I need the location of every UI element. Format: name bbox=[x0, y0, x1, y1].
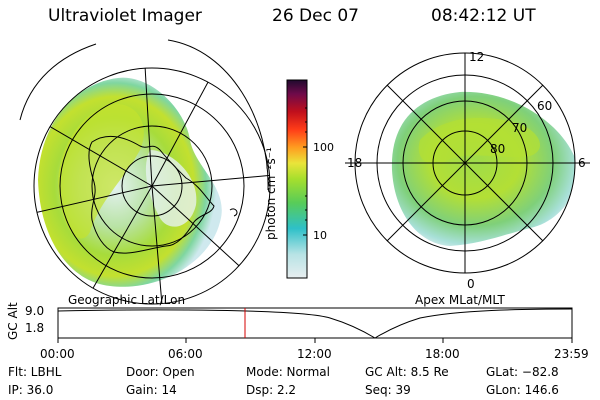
mode-status: Mode: Normal bbox=[246, 365, 330, 379]
mlt-label-0: 0 bbox=[467, 277, 475, 291]
date-label: 26 Dec 07 bbox=[272, 6, 359, 26]
instrument-title: Ultraviolet Imager bbox=[48, 6, 202, 26]
ytick-9: 9.0 bbox=[25, 304, 45, 318]
colorbar-scale bbox=[286, 79, 308, 279]
colorbar-tick-10: 10 bbox=[313, 229, 327, 242]
xtick-2359: 23:59 bbox=[554, 347, 589, 361]
magnetic-label: Apex MLat/MLT bbox=[415, 293, 505, 307]
door-status: Door: Open bbox=[126, 365, 195, 379]
colorbar-unit-label: photon cm⁻²s⁻¹ bbox=[264, 147, 278, 240]
xtick-0000: 00:00 bbox=[40, 347, 75, 361]
lat-label-60: 60 bbox=[537, 99, 552, 113]
time-label: 08:42:12 UT bbox=[431, 6, 536, 26]
lat-label-80: 80 bbox=[490, 142, 505, 156]
plot-ylabel: GC Alt bbox=[6, 302, 20, 340]
ytick-1-8: 1.8 bbox=[25, 321, 45, 335]
lat-label-70: 70 bbox=[512, 121, 527, 135]
coastline bbox=[88, 136, 215, 254]
xtick-1200: 12:00 bbox=[297, 347, 332, 361]
magnetic-panel: 12 6 0 18 60 70 80 bbox=[345, 50, 590, 291]
glon-status: GLon: 146.6 bbox=[486, 383, 559, 397]
filter-status: Flt: LBHL bbox=[8, 365, 62, 379]
geographic-label: Geographic Lat/Lon bbox=[68, 293, 186, 307]
xtick-0600: 06:00 bbox=[168, 347, 203, 361]
dsp-status: Dsp: 2.2 bbox=[246, 383, 297, 397]
xtick-1800: 18:00 bbox=[425, 347, 460, 361]
ip-status: IP: 36.0 bbox=[8, 383, 54, 397]
aurora-oval-right bbox=[391, 91, 575, 246]
seq-status: Seq: 39 bbox=[365, 383, 411, 397]
colorbar-tick-100: 100 bbox=[313, 141, 334, 154]
glat-status: GLat: −82.8 bbox=[486, 365, 559, 379]
mlt-label-12: 12 bbox=[469, 50, 484, 64]
gc-alt-status: GC Alt: 8.5 Re bbox=[365, 365, 449, 379]
geographic-panel bbox=[19, 39, 271, 305]
gc-altitude-plot: GC Alt bbox=[6, 302, 573, 343]
mlt-label-6: 6 bbox=[578, 156, 586, 170]
gain-status: Gain: 14 bbox=[126, 383, 177, 397]
mlt-label-18: 18 bbox=[347, 156, 362, 170]
colorbar: photon cm⁻²s⁻¹ 100 10 bbox=[264, 79, 334, 279]
altitude-curve bbox=[57, 308, 573, 339]
